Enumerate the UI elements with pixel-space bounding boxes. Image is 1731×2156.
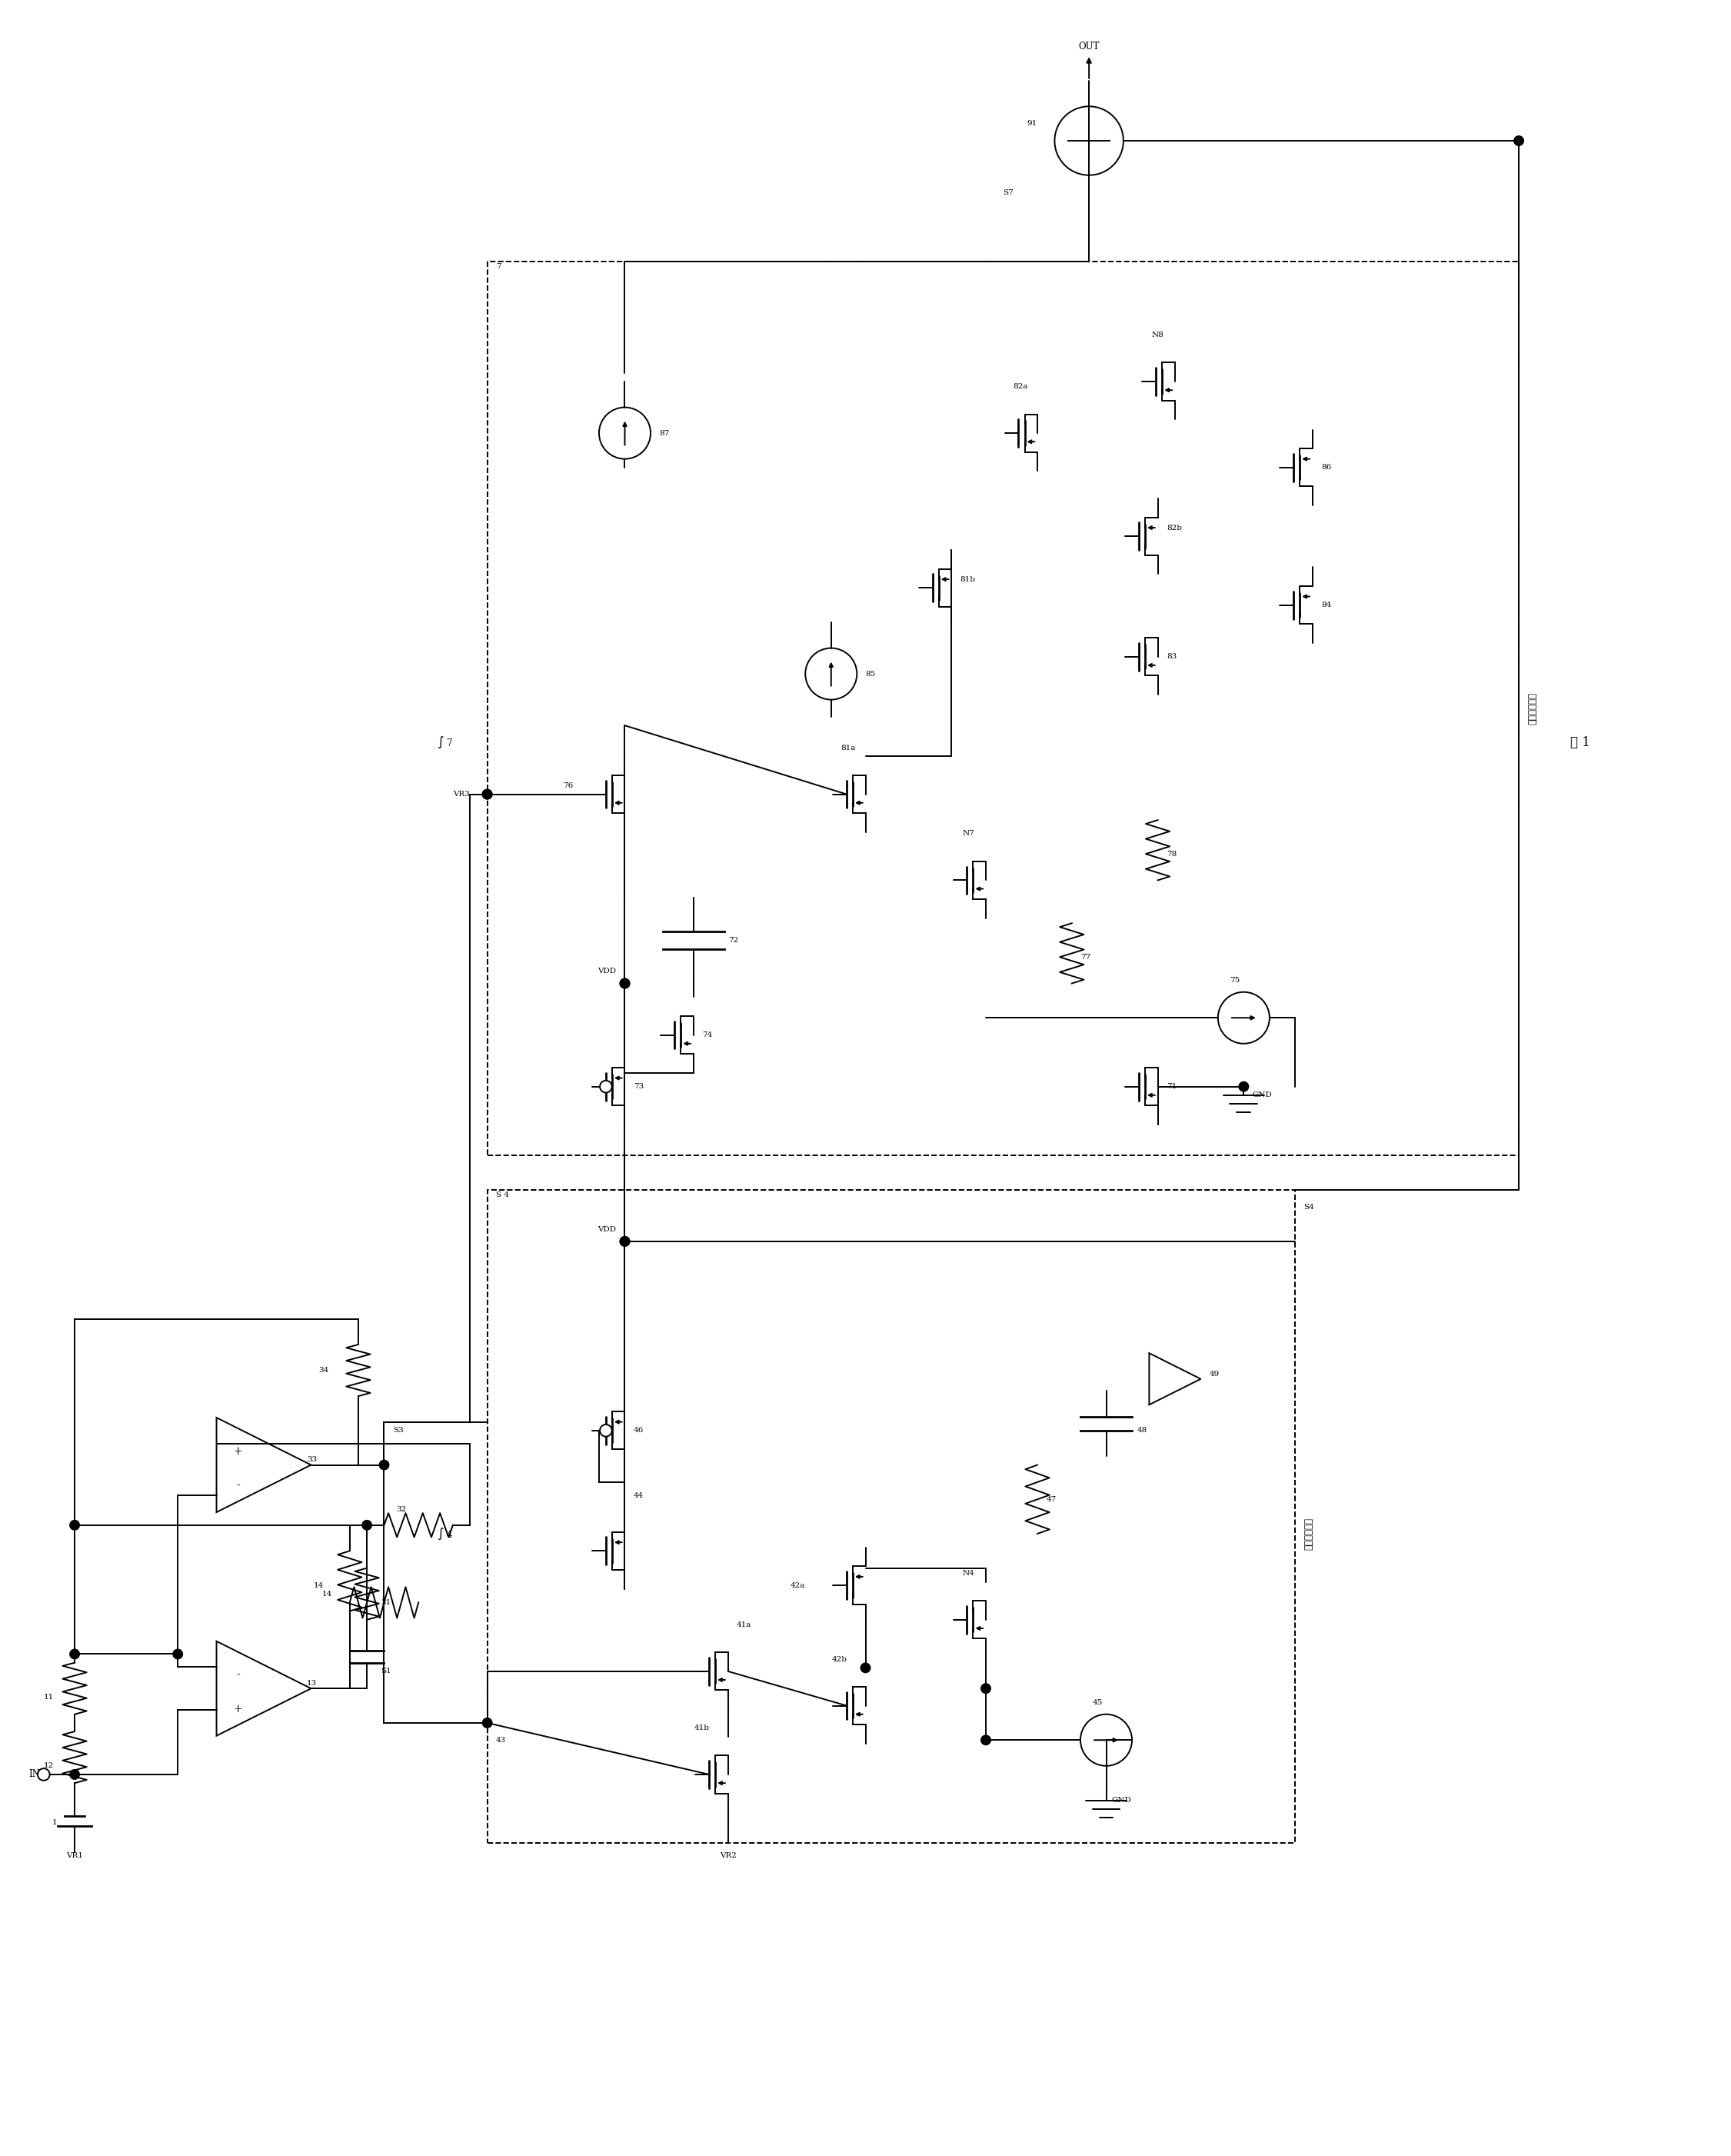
Circle shape xyxy=(620,1238,630,1246)
Text: 85: 85 xyxy=(866,671,876,677)
Text: N7: N7 xyxy=(962,830,975,837)
Bar xyxy=(486,261,1518,1156)
Circle shape xyxy=(69,1770,80,1779)
Text: 43: 43 xyxy=(495,1736,505,1744)
Text: 82a: 82a xyxy=(1013,384,1028,390)
Circle shape xyxy=(1239,1082,1248,1091)
Text: 77: 77 xyxy=(1080,955,1091,962)
Text: 49: 49 xyxy=(1210,1371,1220,1378)
Text: 34: 34 xyxy=(319,1367,329,1373)
Text: 84: 84 xyxy=(1321,602,1331,608)
Text: $\int$ 7: $\int$ 7 xyxy=(436,735,454,750)
Text: VDD: VDD xyxy=(597,968,616,975)
Text: 11: 11 xyxy=(43,1695,54,1701)
Text: 44: 44 xyxy=(634,1492,644,1498)
Text: GND: GND xyxy=(1111,1796,1130,1805)
Text: VDD: VDD xyxy=(597,1227,616,1233)
Text: 48: 48 xyxy=(1137,1427,1148,1434)
Circle shape xyxy=(173,1649,182,1658)
Text: -: - xyxy=(235,1481,241,1492)
Text: IN: IN xyxy=(29,1770,40,1779)
Text: +: + xyxy=(234,1703,242,1714)
Text: 7: 7 xyxy=(495,263,500,270)
Text: 72: 72 xyxy=(729,938,737,944)
Circle shape xyxy=(620,1238,630,1246)
Text: 峰值保持电路: 峰值保持电路 xyxy=(1527,692,1537,724)
Text: 33: 33 xyxy=(306,1455,317,1464)
Circle shape xyxy=(860,1662,871,1673)
Circle shape xyxy=(601,1425,613,1436)
Text: N4: N4 xyxy=(962,1570,975,1576)
Text: 74: 74 xyxy=(703,1031,713,1039)
Text: 81b: 81b xyxy=(961,576,976,582)
Text: 41a: 41a xyxy=(737,1621,751,1628)
Text: 87: 87 xyxy=(660,429,670,436)
Text: 12: 12 xyxy=(43,1761,54,1770)
Text: VR2: VR2 xyxy=(720,1852,736,1858)
Text: 83: 83 xyxy=(1167,653,1177,660)
Text: 41b: 41b xyxy=(694,1725,710,1731)
Circle shape xyxy=(362,1520,372,1531)
Text: 45: 45 xyxy=(1092,1699,1103,1705)
Text: GND: GND xyxy=(1252,1091,1272,1100)
Circle shape xyxy=(483,789,492,800)
Text: S3: S3 xyxy=(393,1427,403,1434)
Text: 1: 1 xyxy=(52,1820,57,1826)
Text: 71: 71 xyxy=(1167,1082,1177,1091)
Circle shape xyxy=(483,1718,492,1727)
Circle shape xyxy=(620,979,630,987)
Circle shape xyxy=(981,1736,990,1744)
Circle shape xyxy=(1515,136,1523,147)
Text: 73: 73 xyxy=(634,1082,644,1091)
Circle shape xyxy=(981,1684,990,1692)
Text: 42b: 42b xyxy=(833,1656,848,1662)
Text: 32: 32 xyxy=(396,1507,407,1514)
Text: 91: 91 xyxy=(1026,121,1037,127)
Text: 14: 14 xyxy=(313,1583,324,1589)
Text: -: - xyxy=(235,1669,241,1680)
Text: 82b: 82b xyxy=(1167,524,1182,530)
Circle shape xyxy=(620,979,630,987)
Text: S4: S4 xyxy=(1303,1203,1314,1210)
Circle shape xyxy=(69,1520,80,1531)
Text: 76: 76 xyxy=(563,783,573,789)
Text: VR1: VR1 xyxy=(66,1852,83,1858)
Circle shape xyxy=(601,1080,613,1093)
Text: 46: 46 xyxy=(634,1427,644,1434)
Text: 78: 78 xyxy=(1167,852,1177,858)
Text: $\int$ 4: $\int$ 4 xyxy=(436,1526,454,1542)
Circle shape xyxy=(483,789,492,800)
Text: S7: S7 xyxy=(1002,190,1014,196)
Text: +: + xyxy=(234,1447,242,1457)
Bar xyxy=(486,1190,1295,1843)
Text: 86: 86 xyxy=(1321,464,1331,470)
Text: 42a: 42a xyxy=(791,1583,805,1589)
Text: 75: 75 xyxy=(1231,977,1239,983)
Text: S1: S1 xyxy=(381,1669,391,1675)
Text: 31: 31 xyxy=(381,1600,391,1606)
Text: 14: 14 xyxy=(322,1591,332,1598)
Text: 峰值保持电路: 峰值保持电路 xyxy=(1303,1518,1314,1550)
Text: N8: N8 xyxy=(1151,332,1163,338)
Text: 47: 47 xyxy=(1046,1496,1056,1503)
Text: S 4: S 4 xyxy=(495,1192,509,1199)
Text: VR3: VR3 xyxy=(454,791,471,798)
Circle shape xyxy=(69,1649,80,1658)
Text: 图 1: 图 1 xyxy=(1570,735,1591,748)
Circle shape xyxy=(38,1768,50,1781)
Text: 81a: 81a xyxy=(841,744,855,750)
Text: 13: 13 xyxy=(306,1680,317,1686)
Circle shape xyxy=(379,1460,389,1470)
Text: OUT: OUT xyxy=(1078,41,1099,52)
